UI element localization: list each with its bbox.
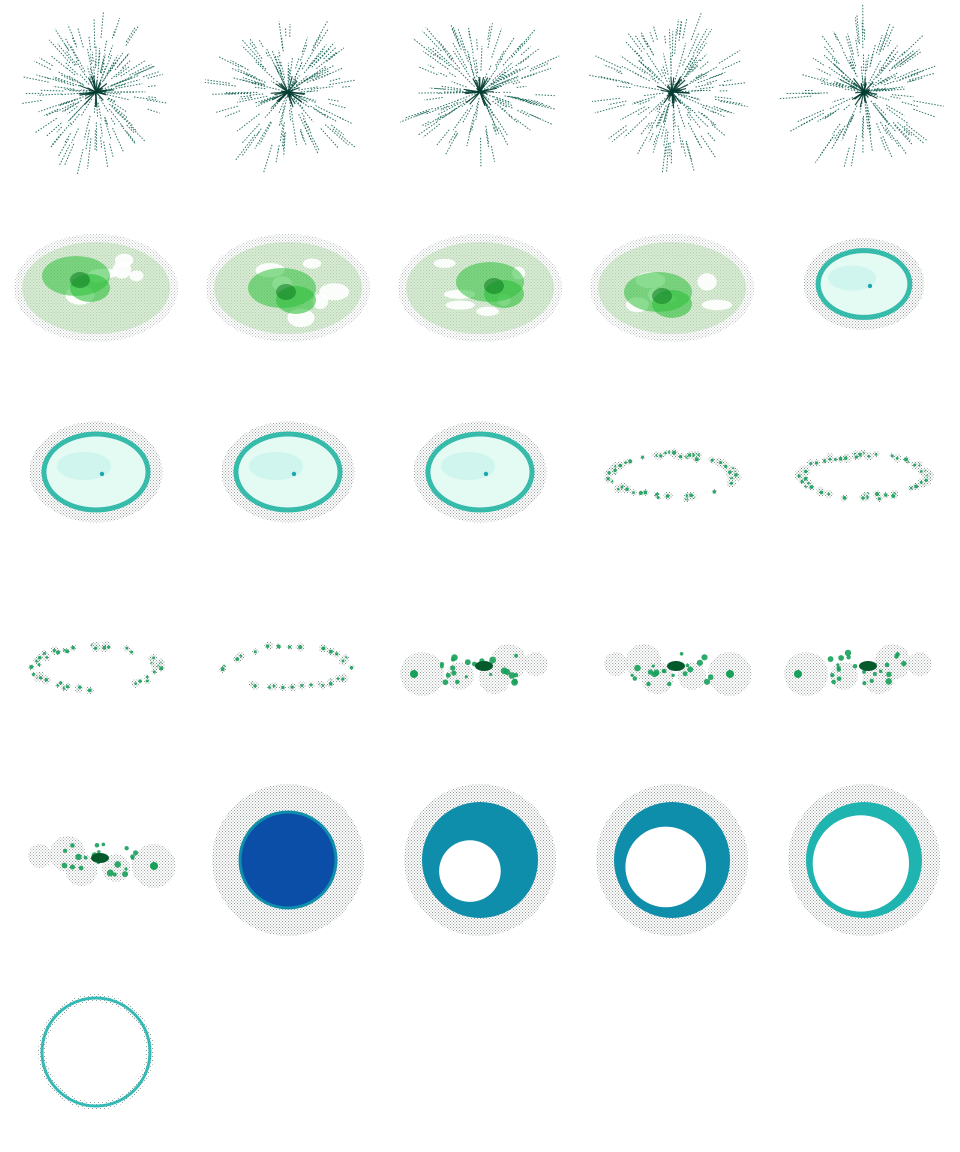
sprite-frame-starburst-2 [204,20,356,173]
sprite-frame-green-cloud-4 [590,234,754,342]
sprite-frame-glowing-disk-2 [29,421,163,523]
sprite-frame-crescent-shell-2 [596,784,748,936]
sprite-frame-particle-ring-4 [219,641,355,692]
sprite-frame-crescent-shell-1 [404,784,556,936]
sprite-frame-knot-cluster-3 [784,644,932,696]
sprite-frame-thin-ring [38,994,154,1110]
sprite-frame-particle-ring-1 [603,448,742,503]
sprite-frame-starburst-3 [399,23,560,168]
sprite-frame-starburst-1 [21,10,168,175]
sprite-frame-crescent-shell-3 [788,784,940,936]
sprite-frame-knot-cluster-1 [400,644,548,696]
sprite-frame-particle-ring-3 [28,640,166,695]
sprite-frame-blue-sphere [212,784,364,936]
sprite-frame-green-cloud-2 [206,234,370,342]
sprite-frame-glowing-disk-1 [803,238,925,330]
sprite-frame-green-cloud-3 [398,234,562,342]
sprite-frame-glowing-disk-3 [221,421,355,523]
sprite-frame-starburst-4 [587,12,748,174]
sprite-frame-knot-cluster-4 [28,836,176,888]
sprite-frame-particle-ring-2 [794,449,934,503]
sprite-frame-starburst-5 [779,4,944,169]
sprite-frame-green-cloud-1 [14,234,178,342]
sprite-frame-knot-cluster-2 [604,644,752,696]
sprite-frame-glowing-disk-4 [413,421,547,523]
